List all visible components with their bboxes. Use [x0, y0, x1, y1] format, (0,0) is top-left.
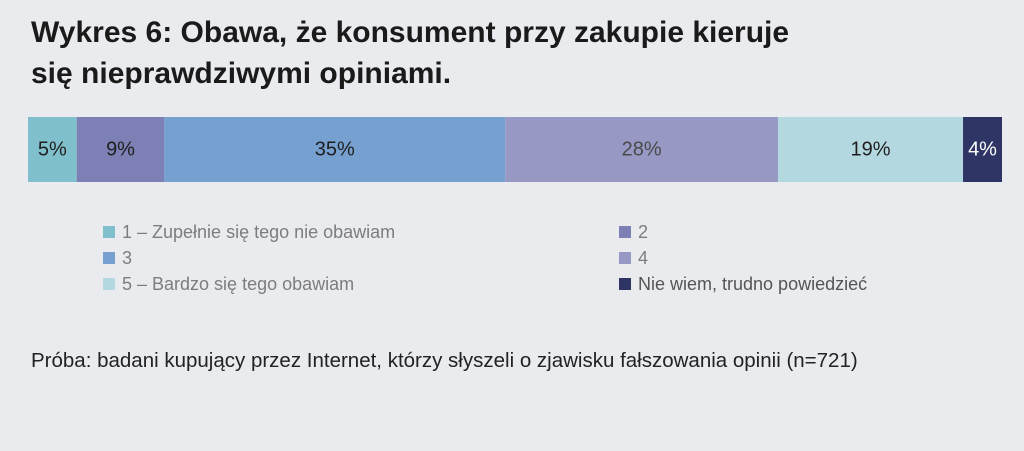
legend-swatch-2 [619, 226, 631, 238]
legend-swatch-5 [103, 278, 115, 290]
stacked-bar-chart: 5% 9% 35% 28% 19% 4% [28, 117, 1002, 182]
legend-label-4: 4 [638, 247, 649, 268]
legend-label-3: 3 [122, 247, 133, 268]
bar-segment-4 [505, 117, 778, 182]
bar-data-label-3: 35% [315, 139, 355, 161]
chart-title-line-2: się nieprawdziwymi opiniami. [31, 57, 452, 90]
chart-title: Wykres 6: Obawa, że konsument przy zakup… [31, 12, 991, 94]
chart-title-line-1: Wykres 6: Obawa, że konsument przy zakup… [31, 16, 790, 49]
chart-legend: 1 – Zupełnie się tego nie obawiam 2 3 4 5 – … [103, 221, 923, 295]
bar-segment-3 [164, 117, 506, 182]
legend-swatch-1 [103, 226, 115, 238]
legend-item-2: 2 [619, 221, 919, 243]
legend-item-3: 3 [103, 247, 619, 269]
bar-segment-6 [963, 117, 1002, 182]
legend-swatch-4 [619, 252, 631, 264]
bar-segment-1 [28, 117, 77, 182]
sample-note: Próba: badani kupujący przez Internet, k… [31, 349, 858, 372]
legend-item-1: 1 – Zupełnie się tego nie obawiam [103, 221, 619, 243]
bar-data-label-4: 28% [622, 139, 662, 161]
legend-item-4: 4 [619, 247, 919, 269]
bar-data-label-1: 5% [38, 139, 67, 161]
legend-swatch-3 [103, 252, 115, 264]
legend-label-5: 5 – Bardzo się tego obawiam [122, 273, 355, 294]
legend-label-2: 2 [638, 221, 649, 242]
legend-label-1: 1 – Zupełnie się tego nie obawiam [122, 221, 396, 242]
legend-label-6: Nie wiem, trudno powiedzieć [638, 273, 868, 294]
bar-segment-5 [777, 117, 964, 182]
bar-data-label-2: 9% [106, 139, 135, 161]
legend-item-6: Nie wiem, trudno powiedzieć [619, 273, 919, 295]
bar-data-label-5: 19% [850, 139, 890, 161]
legend-item-5: 5 – Bardzo się tego obawiam [103, 273, 619, 295]
bar-data-label-6: 4% [968, 139, 997, 161]
bar-segment-2 [76, 117, 165, 182]
legend-swatch-6 [619, 278, 631, 290]
